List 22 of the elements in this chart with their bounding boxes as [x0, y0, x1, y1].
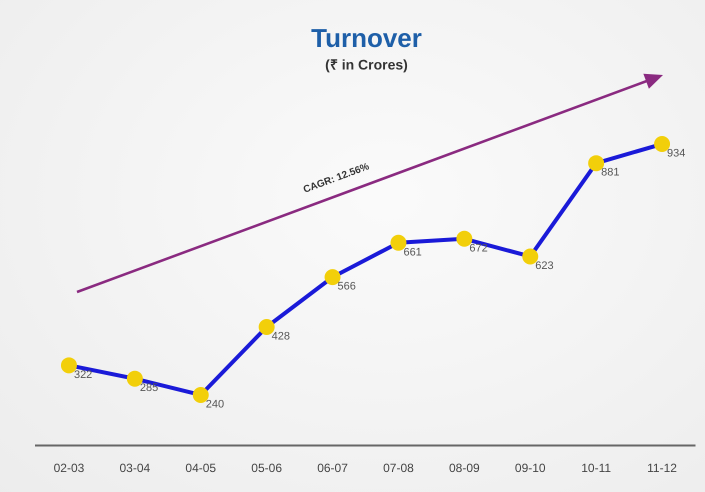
data-label: 428: [272, 330, 290, 343]
data-label: 566: [338, 280, 356, 293]
chart-subtitle: (₹ in Crores): [325, 56, 408, 72]
chart-title: Turnover: [311, 22, 422, 53]
data-label: 661: [403, 246, 422, 258]
x-tick-label: 03-04: [120, 461, 151, 476]
x-tick-label: 08-09: [449, 461, 480, 476]
x-tick-label: 05-06: [251, 461, 282, 476]
x-tick-label: 06-07: [317, 461, 348, 476]
x-tick-label: 02-03: [54, 461, 85, 476]
x-tick-label: 04-05: [185, 461, 216, 476]
x-tick-label: 11-12: [647, 461, 678, 476]
data-label: 240: [206, 398, 224, 411]
data-label: 322: [74, 368, 92, 381]
x-tick-label: 10-11: [581, 461, 612, 476]
data-label: 881: [601, 166, 620, 179]
data-label: 934: [667, 148, 686, 160]
data-label: 672: [469, 242, 488, 254]
data-label: 285: [140, 382, 158, 394]
x-tick-label: 07-08: [383, 461, 414, 476]
x-tick-label: 09-10: [514, 461, 546, 476]
data-label: 623: [535, 260, 554, 272]
